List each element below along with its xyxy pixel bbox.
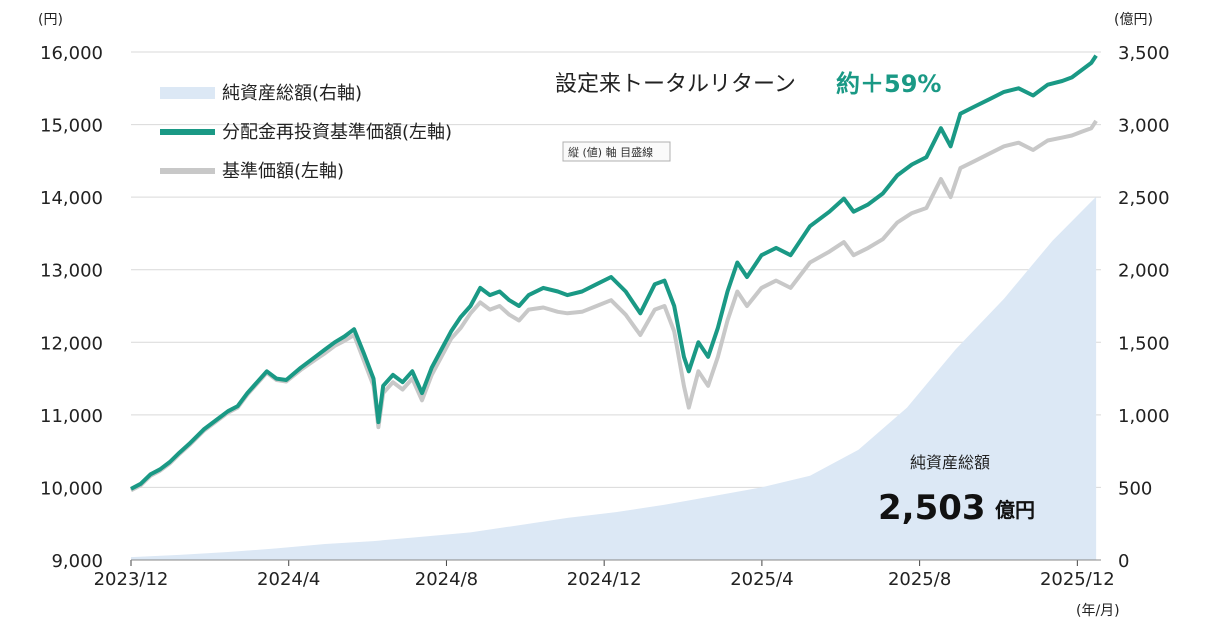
legend-label-assets: 純資産総額(右軸): [222, 83, 362, 104]
x-axis-ticks: 2023/12 2024/4 2024/8 2024/12 2025/4 2025/8 20…: [94, 559, 1115, 590]
reinvested-nav-line: [130, 54, 1098, 491]
x-tick-label: 2025/8: [888, 569, 951, 590]
tooltip-text: 縦 (値) 軸 目盛線: [568, 145, 653, 159]
left-tick-label: 11,000: [40, 406, 103, 427]
legend-swatch-assets: [160, 87, 215, 99]
x-tick-label: 2025/12: [1040, 569, 1115, 590]
x-tick-label: 2025/4: [730, 569, 793, 590]
net-assets-unit: 億円: [995, 498, 1035, 522]
left-tick-label: 10,000: [40, 478, 103, 499]
grid-lines: [131, 51, 1101, 561]
right-tick-label: 1,500: [1118, 333, 1170, 354]
x-axis-unit: (年/月): [1076, 603, 1120, 619]
left-tick-label: 13,000: [40, 261, 103, 282]
right-tick-label: 2,000: [1118, 261, 1170, 282]
right-tick-label: 1,000: [1118, 406, 1170, 427]
right-axis-unit: (億円): [1114, 12, 1153, 28]
legend-swatch-reinvested: [160, 129, 215, 135]
left-tick-label: 16,000: [40, 43, 103, 64]
legend: 純資産総額(右軸) 分配金再投資基準価額(左軸) 基準価額(左軸): [160, 83, 452, 182]
x-tick-label: 2023/12: [94, 569, 169, 590]
left-tick-label: 14,000: [40, 188, 103, 209]
right-tick-label: 3,500: [1118, 43, 1170, 64]
left-axis-ticks: 9,000 10,000 11,000 12,000 13,000 14,000 15,00…: [40, 43, 103, 572]
legend-label-nav: 基準価額(左軸): [222, 161, 344, 182]
x-tick-label: 2024/8: [415, 569, 478, 590]
left-axis-unit: (円): [38, 12, 63, 28]
left-tick-label: 9,000: [51, 551, 103, 572]
total-return-value: 約＋59%: [836, 70, 941, 98]
legend-swatch-nav: [160, 168, 215, 174]
legend-label-reinvested: 分配金再投資基準価額(左軸): [222, 122, 452, 143]
net-assets-value: 2,503: [878, 488, 986, 528]
right-axis-ticks: 0 500 1,000 1,500 2,000 2,500 3,000 3,500: [1118, 43, 1170, 572]
right-tick-label: 3,000: [1118, 116, 1170, 137]
left-tick-label: 12,000: [40, 333, 103, 354]
total-return-label: 設定来トータルリターン: [555, 72, 796, 97]
net-assets-area: [131, 196, 1097, 560]
x-tick-label: 2024/4: [257, 569, 320, 590]
right-tick-label: 500: [1118, 478, 1152, 499]
right-tick-label: 0: [1118, 551, 1129, 572]
left-tick-label: 15,000: [40, 116, 103, 137]
right-tick-label: 2,500: [1118, 188, 1170, 209]
x-tick-label: 2024/12: [567, 569, 642, 590]
gridline-tooltip: 縦 (値) 軸 目盛線: [562, 141, 671, 162]
net-assets-label: 純資産総額: [910, 453, 990, 472]
tooltip-box: [562, 141, 671, 162]
